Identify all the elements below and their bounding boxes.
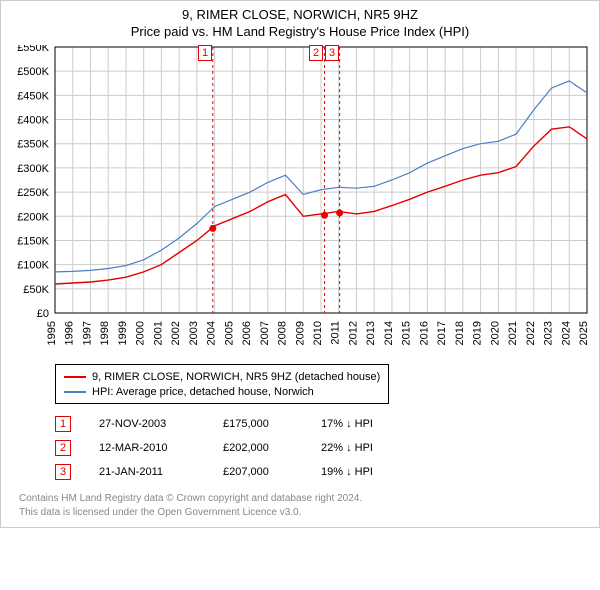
- sale-row: 1 27-NOV-2003 £175,000 17% ↓ HPI: [55, 412, 589, 436]
- svg-text:2022: 2022: [525, 321, 537, 345]
- svg-text:2021: 2021: [507, 321, 519, 345]
- svg-text:2009: 2009: [294, 321, 306, 345]
- sales-table: 1 27-NOV-2003 £175,000 17% ↓ HPI 2 12-MA…: [55, 412, 589, 484]
- svg-text:£150K: £150K: [17, 235, 49, 247]
- svg-text:1995: 1995: [46, 321, 58, 345]
- svg-text:1999: 1999: [117, 321, 129, 345]
- svg-text:2019: 2019: [472, 321, 484, 345]
- title-block: 9, RIMER CLOSE, NORWICH, NR5 9HZ Price p…: [11, 7, 589, 39]
- sale-badge-2: 2: [309, 45, 323, 61]
- svg-text:£200K: £200K: [17, 211, 49, 223]
- title-subtitle: Price paid vs. HM Land Registry's House …: [11, 24, 589, 39]
- sale-price: £207,000: [223, 466, 293, 478]
- disclaimer-line: This data is licensed under the Open Gov…: [19, 506, 589, 520]
- sale-price: £202,000: [223, 442, 293, 454]
- svg-text:2015: 2015: [401, 321, 413, 345]
- legend-row: HPI: Average price, detached house, Norw…: [64, 384, 380, 399]
- svg-text:£450K: £450K: [17, 90, 49, 102]
- sale-date: 27-NOV-2003: [99, 418, 195, 430]
- svg-text:1997: 1997: [81, 321, 93, 345]
- legend-swatch-subject: [64, 376, 86, 378]
- sale-num-2: 2: [55, 440, 71, 456]
- svg-text:2007: 2007: [259, 321, 271, 345]
- sale-date: 12-MAR-2010: [99, 442, 195, 454]
- svg-text:2020: 2020: [489, 321, 501, 345]
- legend-swatch-hpi: [64, 391, 86, 393]
- price-chart: £0 £50K £100K £150K £200K £250K £300K £350K £400…: [11, 45, 591, 355]
- svg-text:£300K: £300K: [17, 163, 49, 175]
- sale-badge-1: 1: [198, 45, 212, 61]
- page-container: 9, RIMER CLOSE, NORWICH, NR5 9HZ Price p…: [0, 0, 600, 528]
- sale-date: 21-JAN-2011: [99, 466, 195, 478]
- svg-text:2002: 2002: [170, 321, 182, 345]
- svg-text:2004: 2004: [206, 321, 218, 345]
- svg-text:£400K: £400K: [17, 115, 49, 127]
- sale-diff: 22% ↓ HPI: [321, 442, 411, 454]
- svg-text:2005: 2005: [223, 321, 235, 345]
- svg-text:2011: 2011: [330, 321, 342, 345]
- disclaimer-line: Contains HM Land Registry data © Crown c…: [19, 492, 589, 506]
- sale-diff: 19% ↓ HPI: [321, 466, 411, 478]
- svg-text:2016: 2016: [418, 321, 430, 345]
- svg-text:2014: 2014: [383, 321, 395, 345]
- svg-text:£250K: £250K: [17, 187, 49, 199]
- svg-text:2023: 2023: [543, 321, 555, 345]
- svg-text:2013: 2013: [365, 321, 377, 345]
- legend: 9, RIMER CLOSE, NORWICH, NR5 9HZ (detach…: [55, 364, 389, 404]
- svg-text:£500K: £500K: [17, 66, 49, 78]
- svg-text:1998: 1998: [99, 321, 111, 345]
- svg-text:£0: £0: [37, 308, 49, 320]
- svg-text:2017: 2017: [436, 321, 448, 345]
- svg-text:£100K: £100K: [17, 260, 49, 272]
- disclaimer: Contains HM Land Registry data © Crown c…: [19, 492, 589, 519]
- legend-row: 9, RIMER CLOSE, NORWICH, NR5 9HZ (detach…: [64, 369, 380, 384]
- svg-text:2003: 2003: [188, 321, 200, 345]
- svg-text:2010: 2010: [312, 321, 324, 345]
- svg-text:2001: 2001: [152, 321, 164, 345]
- chart-area: £0 £50K £100K £150K £200K £250K £300K £350K £400…: [11, 45, 589, 360]
- svg-text:2008: 2008: [277, 321, 289, 345]
- svg-text:£50K: £50K: [23, 284, 49, 296]
- svg-text:2000: 2000: [135, 321, 147, 345]
- legend-label-hpi: HPI: Average price, detached house, Norw…: [92, 386, 314, 398]
- sale-num-3: 3: [55, 464, 71, 480]
- svg-text:2006: 2006: [241, 321, 253, 345]
- sale-num-1: 1: [55, 416, 71, 432]
- svg-text:2012: 2012: [347, 321, 359, 345]
- svg-text:2018: 2018: [454, 321, 466, 345]
- sale-price: £175,000: [223, 418, 293, 430]
- sale-diff: 17% ↓ HPI: [321, 418, 411, 430]
- legend-label-subject: 9, RIMER CLOSE, NORWICH, NR5 9HZ (detach…: [92, 371, 380, 383]
- svg-text:2025: 2025: [578, 321, 590, 345]
- svg-text:£350K: £350K: [17, 139, 49, 151]
- sale-badge-3: 3: [325, 45, 339, 61]
- svg-text:2024: 2024: [560, 321, 572, 345]
- svg-text:£550K: £550K: [17, 45, 49, 54]
- sale-row: 2 12-MAR-2010 £202,000 22% ↓ HPI: [55, 436, 589, 460]
- sale-row: 3 21-JAN-2011 £207,000 19% ↓ HPI: [55, 460, 589, 484]
- svg-text:1996: 1996: [64, 321, 76, 345]
- title-address: 9, RIMER CLOSE, NORWICH, NR5 9HZ: [11, 7, 589, 22]
